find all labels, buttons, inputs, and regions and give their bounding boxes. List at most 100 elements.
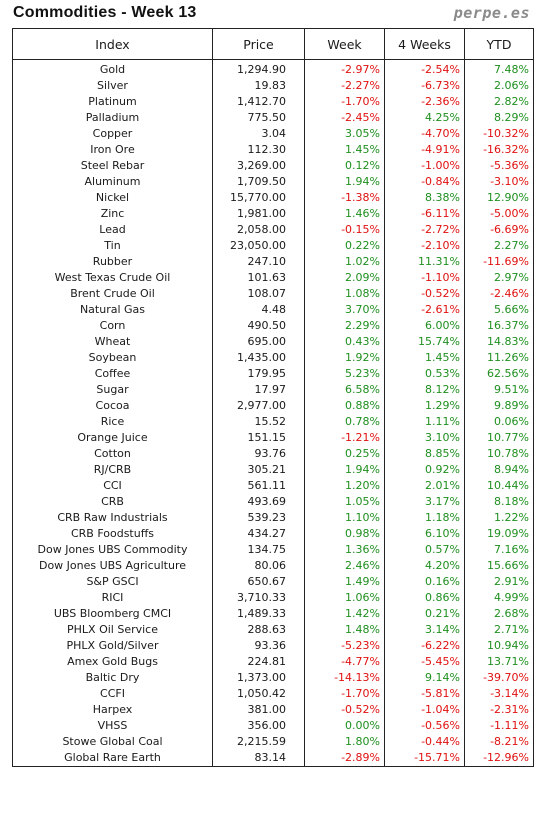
cell-4-weeks: 0.21% bbox=[384, 606, 465, 622]
cell-week: -2.89% bbox=[304, 750, 385, 767]
cell-index: Silver bbox=[12, 78, 213, 94]
cell-ytd: -3.14% bbox=[464, 686, 534, 702]
cell-price: 80.06 bbox=[212, 558, 305, 574]
table-row: Steel Rebar 3,269.00 0.12% -1.00% -5.36% bbox=[12, 158, 534, 174]
cell-price: 224.81 bbox=[212, 654, 305, 670]
cell-ytd: 2.82% bbox=[464, 94, 534, 110]
cell-ytd: -11.69% bbox=[464, 254, 534, 270]
cell-ytd: -12.96% bbox=[464, 750, 534, 767]
cell-ytd: 9.51% bbox=[464, 382, 534, 398]
table-row: CRB Raw Industrials 539.23 1.10% 1.18% 1.22% bbox=[12, 510, 534, 526]
cell-week: 1.49% bbox=[304, 574, 385, 590]
cell-4-weeks: -1.00% bbox=[384, 158, 465, 174]
column-header-index: Index bbox=[12, 28, 213, 60]
table-row: CRB Foodstuffs 434.27 0.98% 6.10% 19.09% bbox=[12, 526, 534, 542]
cell-ytd: 2.71% bbox=[464, 622, 534, 638]
table-row: RJ/CRB 305.21 1.94% 0.92% 8.94% bbox=[12, 462, 534, 478]
cell-ytd: 7.16% bbox=[464, 542, 534, 558]
cell-index: Steel Rebar bbox=[12, 158, 213, 174]
cell-4-weeks: 9.14% bbox=[384, 670, 465, 686]
cell-price: 3.04 bbox=[212, 126, 305, 142]
cell-week: 1.36% bbox=[304, 542, 385, 558]
cell-price: 650.67 bbox=[212, 574, 305, 590]
cell-index: West Texas Crude Oil bbox=[12, 270, 213, 286]
table-row: Gold 1,294.90 -2.97% -2.54% 7.48% bbox=[12, 59, 534, 78]
cell-week: 1.92% bbox=[304, 350, 385, 366]
cell-week: 3.70% bbox=[304, 302, 385, 318]
cell-index: Rice bbox=[12, 414, 213, 430]
cell-price: 247.10 bbox=[212, 254, 305, 270]
table-row: Rice 15.52 0.78% 1.11% 0.06% bbox=[12, 414, 534, 430]
cell-price: 93.76 bbox=[212, 446, 305, 462]
cell-ytd: 10.77% bbox=[464, 430, 534, 446]
cell-price: 2,977.00 bbox=[212, 398, 305, 414]
cell-week: -1.70% bbox=[304, 686, 385, 702]
cell-4-weeks: 1.29% bbox=[384, 398, 465, 414]
cell-4-weeks: 0.86% bbox=[384, 590, 465, 606]
cell-week: 2.09% bbox=[304, 270, 385, 286]
cell-index: Orange Juice bbox=[12, 430, 213, 446]
cell-ytd: -3.10% bbox=[464, 174, 534, 190]
cell-4-weeks: -2.36% bbox=[384, 94, 465, 110]
table-row: VHSS 356.00 0.00% -0.56% -1.11% bbox=[12, 718, 534, 734]
cell-price: 2,215.59 bbox=[212, 734, 305, 750]
cell-week: -1.38% bbox=[304, 190, 385, 206]
table-row: Tin 23,050.00 0.22% -2.10% 2.27% bbox=[12, 238, 534, 254]
cell-index: Palladium bbox=[12, 110, 213, 126]
cell-ytd: -2.31% bbox=[464, 702, 534, 718]
cell-index: PHLX Gold/Silver bbox=[12, 638, 213, 654]
cell-ytd: 14.83% bbox=[464, 334, 534, 350]
table-row: Orange Juice 151.15 -1.21% 3.10% 10.77% bbox=[12, 430, 534, 446]
cell-week: 1.02% bbox=[304, 254, 385, 270]
cell-index: RICI bbox=[12, 590, 213, 606]
cell-ytd: -5.00% bbox=[464, 206, 534, 222]
cell-week: -14.13% bbox=[304, 670, 385, 686]
cell-4-weeks: 0.53% bbox=[384, 366, 465, 382]
column-header-ytd: YTD bbox=[464, 28, 534, 60]
cell-4-weeks: 1.18% bbox=[384, 510, 465, 526]
table-row: Corn 490.50 2.29% 6.00% 16.37% bbox=[12, 318, 534, 334]
cell-index: Aluminum bbox=[12, 174, 213, 190]
cell-ytd: 15.66% bbox=[464, 558, 534, 574]
cell-price: 1,412.70 bbox=[212, 94, 305, 110]
table-row: Zinc 1,981.00 1.46% -6.11% -5.00% bbox=[12, 206, 534, 222]
cell-price: 434.27 bbox=[212, 526, 305, 542]
cell-week: 0.25% bbox=[304, 446, 385, 462]
cell-price: 108.07 bbox=[212, 286, 305, 302]
cell-index: CRB Raw Industrials bbox=[12, 510, 213, 526]
cell-index: Brent Crude Oil bbox=[12, 286, 213, 302]
cell-4-weeks: 8.12% bbox=[384, 382, 465, 398]
cell-index: Global Rare Earth bbox=[12, 750, 213, 767]
cell-ytd: 2.91% bbox=[464, 574, 534, 590]
cell-price: 1,294.90 bbox=[212, 59, 305, 78]
cell-ytd: -10.32% bbox=[464, 126, 534, 142]
cell-4-weeks: -15.71% bbox=[384, 750, 465, 767]
table-row: PHLX Oil Service 288.63 1.48% 3.14% 2.71% bbox=[12, 622, 534, 638]
cell-price: 93.36 bbox=[212, 638, 305, 654]
cell-4-weeks: 8.38% bbox=[384, 190, 465, 206]
cell-ytd: 2.97% bbox=[464, 270, 534, 286]
cell-price: 356.00 bbox=[212, 718, 305, 734]
column-header-price: Price bbox=[212, 28, 305, 60]
cell-price: 179.95 bbox=[212, 366, 305, 382]
cell-index: Iron Ore bbox=[12, 142, 213, 158]
cell-4-weeks: -0.84% bbox=[384, 174, 465, 190]
cell-price: 19.83 bbox=[212, 78, 305, 94]
cell-4-weeks: 6.10% bbox=[384, 526, 465, 542]
cell-4-weeks: -6.73% bbox=[384, 78, 465, 94]
cell-week: 0.43% bbox=[304, 334, 385, 350]
cell-4-weeks: -1.10% bbox=[384, 270, 465, 286]
cell-ytd: -39.70% bbox=[464, 670, 534, 686]
cell-week: -5.23% bbox=[304, 638, 385, 654]
cell-week: 0.00% bbox=[304, 718, 385, 734]
table-row: Natural Gas 4.48 3.70% -2.61% 5.66% bbox=[12, 302, 534, 318]
cell-index: Corn bbox=[12, 318, 213, 334]
table-row: West Texas Crude Oil 101.63 2.09% -1.10% 2.9… bbox=[12, 270, 534, 286]
cell-price: 15.52 bbox=[212, 414, 305, 430]
cell-index: Cotton bbox=[12, 446, 213, 462]
cell-week: 0.22% bbox=[304, 238, 385, 254]
cell-4-weeks: 0.57% bbox=[384, 542, 465, 558]
table-row: Wheat 695.00 0.43% 15.74% 14.83% bbox=[12, 334, 534, 350]
cell-ytd: 19.09% bbox=[464, 526, 534, 542]
cell-ytd: 7.48% bbox=[464, 59, 534, 78]
